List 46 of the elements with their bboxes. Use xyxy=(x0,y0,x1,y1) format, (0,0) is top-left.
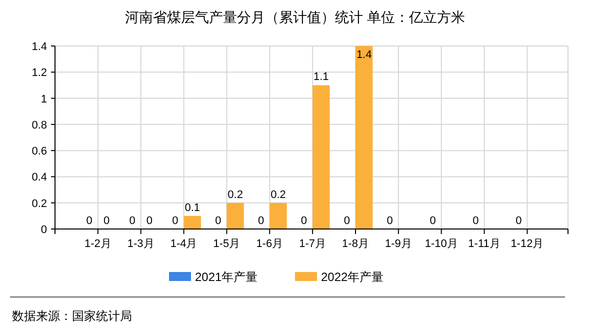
y-tick-label: 1.4 xyxy=(32,41,47,53)
data-label: 0 xyxy=(472,215,479,227)
y-tick-label: 1 xyxy=(40,93,47,106)
y-tick-label: 0.4 xyxy=(32,172,47,184)
data-label: 1.4 xyxy=(356,49,372,61)
data-label: 0 xyxy=(300,215,308,227)
data-label: 0 xyxy=(215,215,222,227)
x-tick-label: 1-7月 xyxy=(299,238,326,250)
x-tick-label: 1-10月 xyxy=(424,238,458,250)
bar xyxy=(356,46,373,229)
data-label: 0 xyxy=(430,215,436,227)
bar xyxy=(312,85,330,229)
source-note: 数据来源：国家统计局 xyxy=(12,309,132,323)
data-label: 0.2 xyxy=(228,188,243,201)
data-label: 0 xyxy=(258,215,264,227)
x-tick-label: 1-2月 xyxy=(84,238,112,250)
chart-title: 河南省煤层气产量分月（累计值）统计 单位：亿立方米 xyxy=(125,9,465,25)
y-tick-label: 0 xyxy=(40,224,47,236)
x-tick-label: 1-8月 xyxy=(342,238,369,250)
x-tick-label: 1-6月 xyxy=(256,238,284,250)
data-label: 0 xyxy=(516,215,522,227)
y-tick-label: 0.6 xyxy=(32,146,47,158)
data-label: 0.1 xyxy=(184,202,200,214)
x-tick-label: 1-3月 xyxy=(127,238,154,250)
x-tick-label: 1-5月 xyxy=(213,238,240,250)
y-tick-label: 1.2 xyxy=(32,67,47,80)
bar xyxy=(184,216,201,229)
data-label: 1.1 xyxy=(314,71,329,84)
bar xyxy=(270,202,287,229)
data-label: 0.2 xyxy=(270,188,286,201)
x-tick-label: 1-9月 xyxy=(384,238,412,250)
legend-label: 2022年产量 xyxy=(321,270,384,284)
y-tick-label: 0.8 xyxy=(32,119,47,132)
legend-label: 2021年产量 xyxy=(195,270,258,284)
x-tick-label: 1-4月 xyxy=(170,238,198,250)
data-label: 0 xyxy=(129,215,136,227)
x-tick-label: 1-11月 xyxy=(468,238,500,250)
y-tick-label: 0.2 xyxy=(32,198,47,210)
data-label: 0 xyxy=(344,215,350,227)
bar xyxy=(226,202,244,229)
data-label: 0 xyxy=(86,215,92,227)
data-label: 0 xyxy=(103,215,110,227)
data-label: 0 xyxy=(386,215,393,227)
data-label: 0 xyxy=(172,215,178,227)
x-tick-label: 1-12月 xyxy=(510,238,544,250)
data-label: 0 xyxy=(146,215,153,227)
